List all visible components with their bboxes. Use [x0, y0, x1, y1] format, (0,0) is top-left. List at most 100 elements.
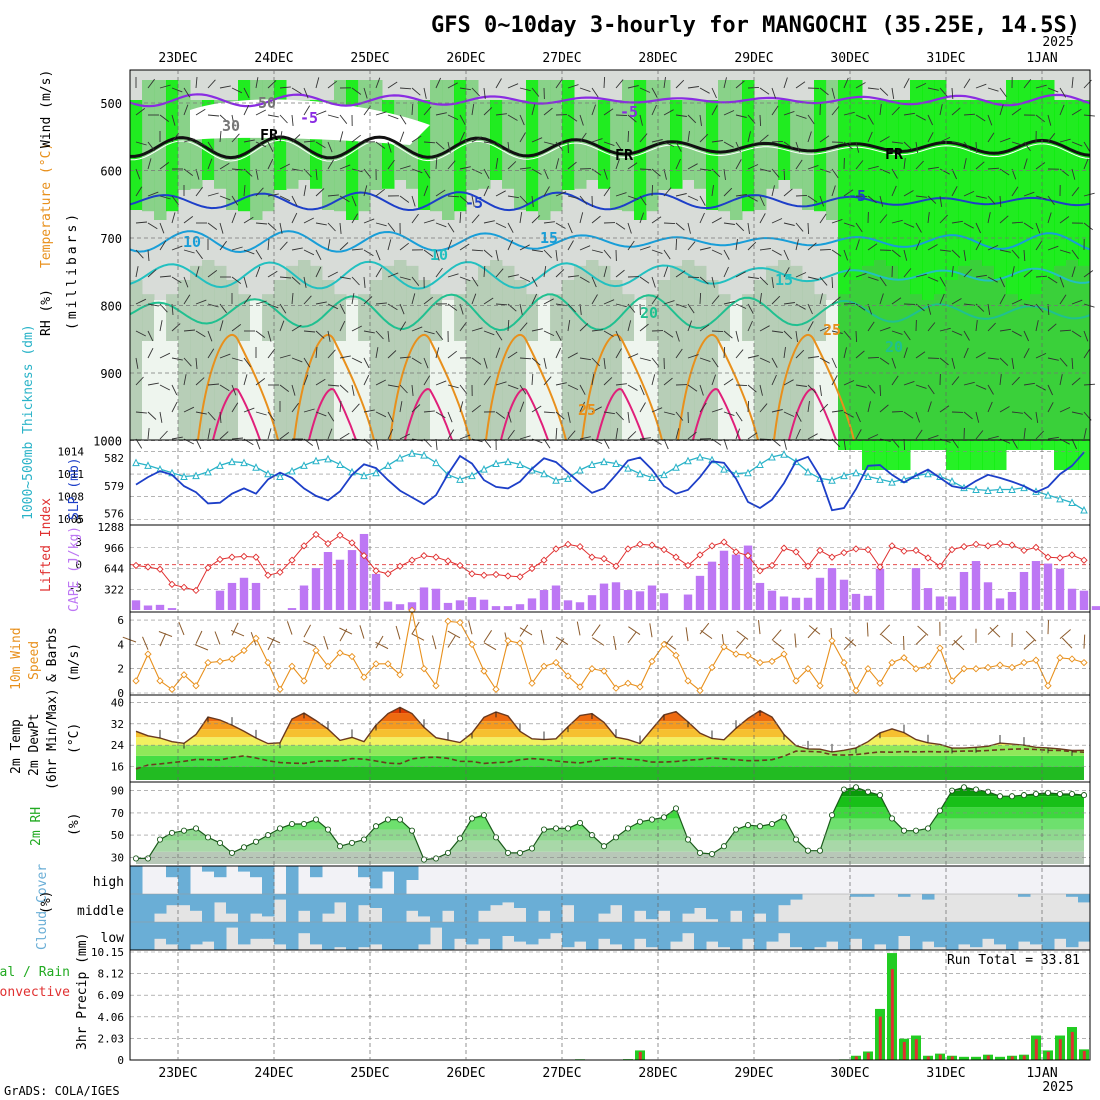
wind-barb [567, 352, 578, 359]
wind10-barb [159, 633, 167, 647]
wind-barb [267, 193, 279, 197]
dry-plume [826, 300, 839, 440]
cloud-bar [838, 922, 851, 950]
rh-point [372, 823, 380, 830]
wind-barb [231, 212, 237, 224]
thickness-point [684, 456, 692, 465]
cloud-bar [442, 894, 455, 911]
wind-barb [771, 330, 783, 333]
wind-barb [819, 195, 825, 207]
wind-barb [495, 113, 507, 116]
wind-barb [507, 222, 514, 233]
cloud-bar [238, 894, 251, 922]
wind-barb [327, 80, 337, 89]
cloud-bar [262, 866, 275, 894]
wind-barb [315, 222, 327, 226]
wind-barb [1011, 357, 1015, 369]
wind-barb [387, 303, 398, 311]
cloud-bar [550, 894, 563, 922]
rh-shade [586, 100, 599, 180]
precip-conv-bar [902, 1041, 906, 1060]
rh-point [888, 815, 896, 822]
date-label-top: 26DEC [446, 51, 485, 66]
wind-barb [1083, 141, 1091, 152]
cloud-bar [1078, 922, 1091, 942]
wind-barb [927, 212, 930, 224]
precip-ylabel-b: Convective [0, 985, 70, 1000]
wind-barb [483, 185, 490, 197]
wind-barb [975, 161, 985, 170]
wind-barb [903, 330, 911, 341]
wind10-point [696, 686, 704, 695]
wind-barb [1071, 187, 1080, 197]
wind10-barb [700, 629, 713, 640]
cloud-bar [238, 922, 251, 945]
cloud-bar [226, 922, 239, 928]
wind-barb [219, 320, 224, 332]
contour-25 [677, 333, 759, 441]
wind10-barb [339, 627, 353, 635]
wind-barb [363, 185, 368, 197]
wind10-point [660, 640, 668, 649]
wind-barb [495, 381, 507, 386]
wind-barb [843, 111, 855, 116]
wind-barb [303, 374, 309, 386]
rh-band [136, 851, 1084, 864]
li-point [804, 562, 812, 570]
wind-barb [627, 162, 638, 170]
wind-barb [615, 428, 619, 440]
rh-point [408, 827, 416, 834]
wind-barb [327, 330, 331, 342]
wind-barb [783, 302, 795, 305]
wind-barb [651, 249, 663, 255]
wind-barb [267, 80, 277, 89]
wind-barb [1047, 212, 1052, 224]
wind10-barb [735, 637, 746, 649]
wind-barb [219, 411, 222, 424]
wind-barb [663, 77, 666, 89]
li-point [588, 553, 596, 561]
wind-barb [831, 218, 843, 224]
cloud-bar [862, 894, 875, 897]
wind-barb [375, 188, 385, 197]
wind-barb [759, 357, 771, 363]
cape-bar [755, 582, 765, 610]
wind-barb [399, 356, 411, 359]
rh-point [1068, 790, 1076, 798]
wind-barb [255, 187, 264, 197]
wind-ylabel-a: 10m Wind [9, 627, 24, 690]
wind-barb [231, 133, 240, 143]
wind-barb [963, 268, 972, 278]
wind-barb [207, 158, 213, 170]
wind-barb [507, 319, 510, 332]
thickness-point [996, 485, 1004, 494]
contour-freezing [130, 135, 1091, 160]
wind-barb [483, 249, 493, 258]
wind-barb [1071, 377, 1081, 386]
wind-tick-label: 2 [117, 663, 124, 676]
wind-barb [831, 375, 838, 386]
cloud-bar [814, 922, 827, 948]
wind-barb [315, 301, 327, 305]
rh-shade [658, 80, 671, 190]
wind10-point [468, 640, 476, 649]
wind-barb [495, 249, 499, 261]
wind10-barb [447, 635, 456, 648]
wind10-point [636, 683, 644, 691]
cloud-bar [250, 922, 263, 939]
wind10-barb [1059, 629, 1071, 640]
wind-barb [615, 269, 625, 278]
cloud-bar [886, 922, 899, 950]
wind-barb [279, 222, 283, 234]
wind-barb [135, 330, 147, 337]
wind-barb [279, 384, 290, 392]
thickness-point [588, 460, 596, 468]
li-point [432, 553, 440, 561]
wind-barb [675, 330, 680, 342]
wind-barb [255, 378, 266, 386]
rh-shade-low [790, 265, 803, 440]
cape-bar [467, 597, 477, 610]
thickness-point [180, 472, 188, 481]
wind-barb [291, 212, 298, 224]
wind10-line [135, 610, 1085, 692]
